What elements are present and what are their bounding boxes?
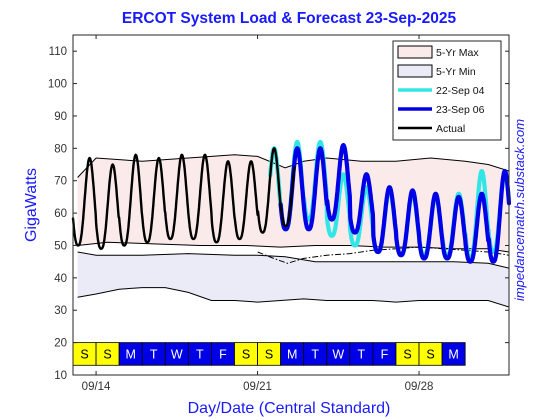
day-label: S (265, 347, 273, 361)
day-label: T (311, 347, 319, 361)
legend-label: 5-Yr Max (436, 47, 479, 59)
x-tick-label: 09/28 (405, 381, 434, 393)
legend-swatch (397, 64, 433, 78)
day-label: T (196, 347, 204, 361)
band-min-upper (77, 251, 510, 269)
day-label: S (103, 347, 111, 361)
y-tick-label: 30 (54, 305, 67, 317)
y-tick-label: 10 (54, 370, 67, 382)
day-label: M (448, 347, 458, 361)
day-label: S (403, 347, 411, 361)
y-tick-label: 70 (54, 176, 67, 188)
series-line-23-sep-06 (278, 143, 512, 264)
y-tick-label: 80 (54, 143, 67, 155)
day-label: F (381, 347, 389, 361)
day-label: S (80, 347, 88, 361)
legend: 5-Yr Max 5-Yr Min 22-Sep 04 23-Sep 06 Actual (392, 40, 502, 141)
day-label: S (242, 347, 250, 361)
x-tick-label: 09/21 (243, 381, 272, 393)
x-tick-label: 09/14 (82, 381, 111, 393)
band-min-fill (77, 252, 509, 307)
band-max-lower (77, 241, 510, 253)
day-label: W (171, 347, 183, 361)
band-min-lower (77, 287, 510, 308)
series-line-actual (71, 147, 296, 250)
plot-frame (72, 34, 510, 376)
y-axis-label: GigaWatts (23, 168, 40, 242)
y-axis: 10 20 30 40 50 60 70 80 90 100 110 (48, 46, 509, 382)
day-label: T (150, 347, 158, 361)
chart-title: ERCOT System Load & Forecast 23-Sep-2025 (122, 10, 457, 27)
legend-label: Actual (436, 123, 465, 135)
legend-label: 22-Sep 04 (436, 85, 485, 97)
y-tick-label: 50 (54, 240, 67, 252)
legend-swatch (397, 45, 433, 59)
watermark-text: impedancematch.substack.com (512, 119, 527, 301)
legend-label: 5-Yr Min (436, 66, 476, 78)
day-label: W (332, 347, 344, 361)
y-tick-label: 110 (49, 46, 67, 58)
y-tick-label: 60 (54, 208, 67, 220)
day-cell (441, 342, 466, 366)
x-axis: 09/14 09/21 09/28 (82, 35, 434, 393)
y-tick-label: 90 (54, 111, 67, 123)
legend-label: 23-Sep 06 (436, 104, 485, 116)
series-layer (71, 139, 512, 264)
y-tick-label: 100 (48, 79, 67, 91)
x-axis-label: Day/Date (Central Standard) (188, 400, 391, 417)
day-label: M (125, 347, 135, 361)
day-label: T (358, 347, 366, 361)
day-label: F (219, 347, 227, 361)
day-label: M (287, 347, 297, 361)
day-label: S (426, 347, 434, 361)
y-tick-label: 20 (54, 338, 67, 350)
y-tick-label: 40 (54, 273, 67, 285)
